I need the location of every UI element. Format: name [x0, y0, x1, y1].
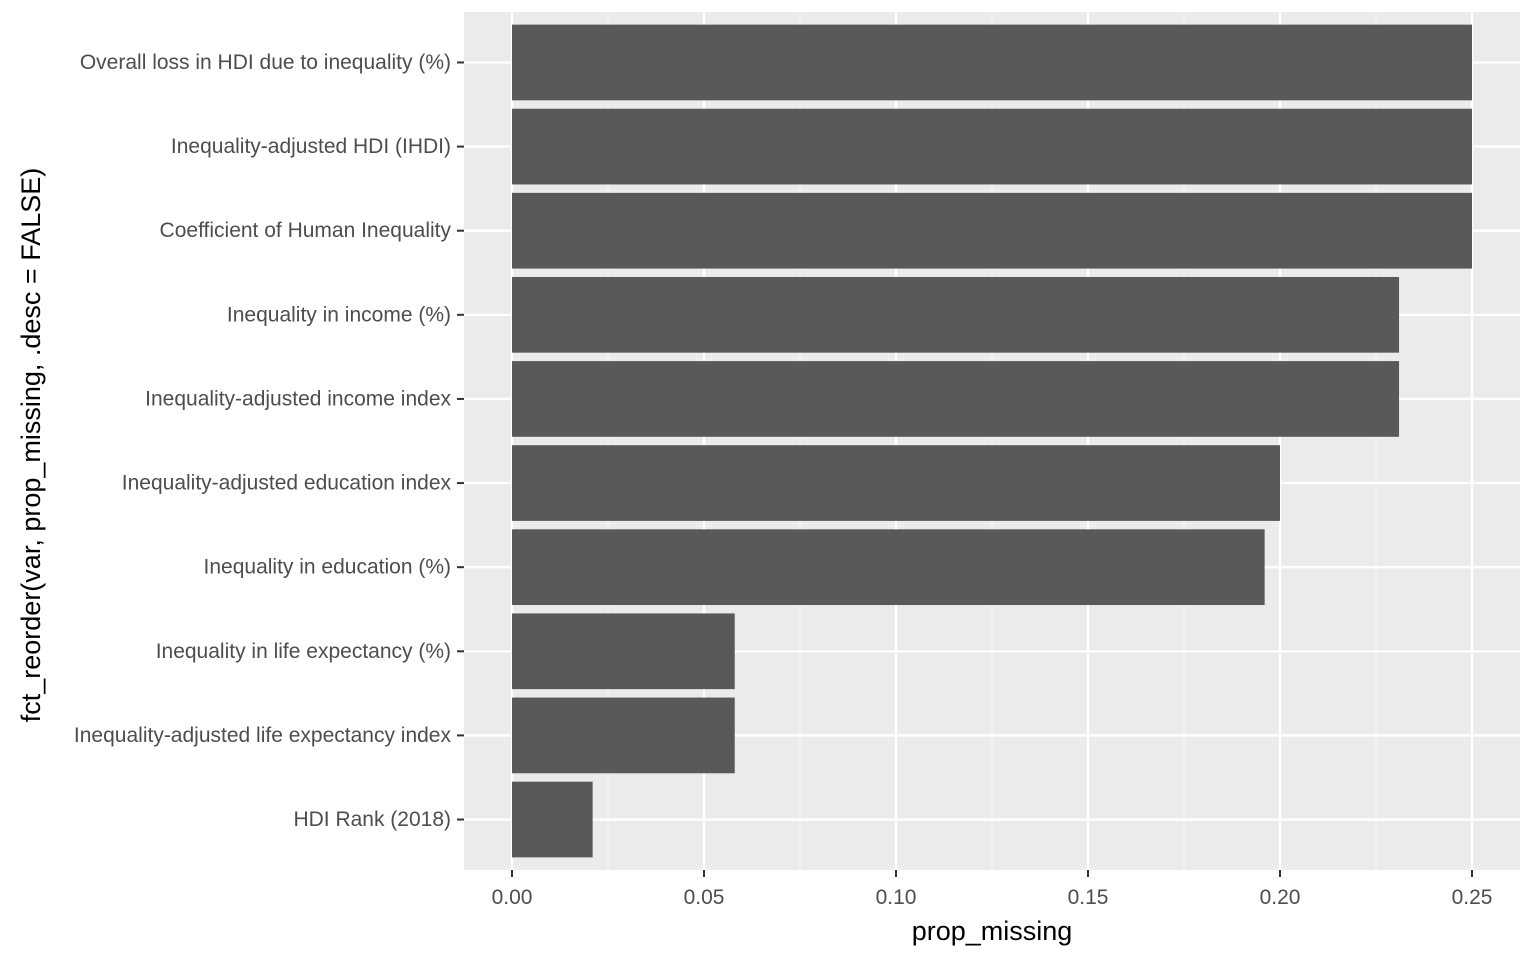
y-tick-label: Inequality in income (%)	[227, 303, 451, 326]
x-tick-label: 0.10	[876, 886, 917, 909]
y-tick-label: HDI Rank (2018)	[293, 808, 451, 831]
y-axis-ticks: Overall loss in HDI due to inequality (%…	[74, 51, 464, 831]
bar	[512, 529, 1265, 606]
bar	[512, 781, 593, 858]
y-tick-label: Inequality in education (%)	[204, 556, 451, 579]
y-tick-label: Inequality-adjusted income index	[145, 387, 451, 410]
y-tick-label: Inequality-adjusted education index	[122, 472, 452, 495]
x-axis-title: prop_missing	[912, 916, 1073, 946]
bar	[512, 613, 735, 690]
bar	[512, 192, 1472, 269]
x-tick-label: 0.25	[1452, 886, 1493, 909]
bars	[512, 24, 1472, 858]
bar	[512, 108, 1472, 185]
bar	[512, 276, 1400, 353]
y-tick-label: Inequality-adjusted life expectancy inde…	[74, 724, 452, 747]
y-tick-label: Coefficient of Human Inequality	[160, 219, 452, 242]
x-axis-ticks: 0.00 0.05 0.10 0.15 0.20 0.25	[492, 870, 1493, 909]
bar	[512, 24, 1472, 101]
x-tick-label: 0.20	[1260, 886, 1301, 909]
bar	[512, 445, 1280, 521]
bar	[512, 361, 1400, 437]
x-tick-label: 0.15	[1068, 886, 1109, 909]
bar	[512, 697, 735, 774]
y-tick-label: Overall loss in HDI due to inequality (%…	[80, 51, 451, 74]
x-tick-label: 0.00	[492, 886, 533, 909]
x-tick-label: 0.05	[684, 886, 725, 909]
y-tick-label: Inequality in life expectancy (%)	[156, 640, 451, 663]
y-axis-title: fct_reorder(var, prop_missing, .desc = F…	[16, 168, 46, 723]
y-tick-label: Inequality-adjusted HDI (IHDI)	[171, 135, 451, 158]
